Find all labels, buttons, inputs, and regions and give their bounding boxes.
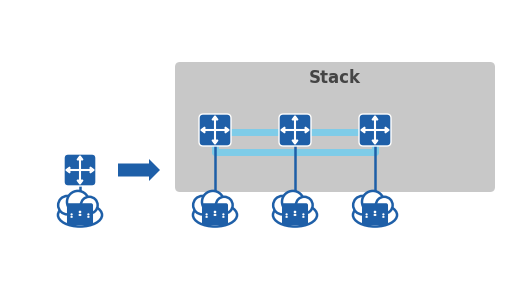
Circle shape [374, 211, 376, 213]
Ellipse shape [285, 216, 288, 218]
FancyBboxPatch shape [282, 203, 308, 225]
Ellipse shape [213, 214, 216, 216]
Ellipse shape [374, 214, 377, 216]
Polygon shape [201, 127, 205, 133]
Text: Stack: Stack [309, 69, 361, 87]
FancyBboxPatch shape [202, 203, 228, 225]
Polygon shape [361, 127, 365, 133]
Polygon shape [372, 140, 378, 144]
Circle shape [282, 191, 304, 213]
FancyBboxPatch shape [199, 114, 231, 146]
Circle shape [213, 211, 216, 213]
Circle shape [87, 213, 90, 216]
Polygon shape [281, 127, 285, 133]
Polygon shape [292, 140, 298, 144]
Circle shape [353, 196, 372, 214]
Circle shape [294, 211, 296, 213]
Circle shape [376, 197, 392, 214]
Ellipse shape [294, 214, 297, 216]
Ellipse shape [193, 203, 237, 227]
Circle shape [79, 211, 81, 213]
Ellipse shape [205, 216, 208, 218]
Polygon shape [77, 156, 83, 160]
Ellipse shape [58, 203, 102, 227]
Polygon shape [66, 167, 70, 173]
Circle shape [202, 191, 224, 213]
Ellipse shape [366, 216, 368, 218]
Circle shape [273, 196, 292, 214]
Ellipse shape [79, 214, 82, 216]
Ellipse shape [273, 203, 317, 227]
Circle shape [362, 191, 384, 213]
Ellipse shape [302, 216, 305, 218]
Polygon shape [292, 116, 298, 120]
Circle shape [193, 196, 211, 214]
Circle shape [70, 213, 73, 216]
Polygon shape [212, 116, 218, 120]
FancyArrow shape [118, 159, 160, 181]
Circle shape [216, 197, 233, 214]
Ellipse shape [382, 216, 385, 218]
Polygon shape [385, 127, 389, 133]
Circle shape [67, 191, 89, 213]
Circle shape [296, 197, 313, 214]
Circle shape [222, 213, 225, 216]
Ellipse shape [353, 203, 397, 227]
Polygon shape [372, 116, 378, 120]
FancyBboxPatch shape [175, 62, 495, 192]
FancyBboxPatch shape [362, 203, 388, 225]
Polygon shape [90, 167, 94, 173]
Circle shape [205, 213, 208, 216]
Polygon shape [212, 140, 218, 144]
Circle shape [285, 213, 287, 216]
FancyBboxPatch shape [279, 114, 311, 146]
Ellipse shape [70, 216, 73, 218]
Ellipse shape [222, 216, 225, 218]
Ellipse shape [87, 216, 90, 218]
Circle shape [81, 197, 98, 214]
FancyBboxPatch shape [67, 203, 93, 225]
Circle shape [58, 196, 77, 214]
FancyBboxPatch shape [64, 154, 96, 186]
Circle shape [366, 213, 368, 216]
Polygon shape [77, 180, 83, 184]
Circle shape [382, 213, 384, 216]
Circle shape [302, 213, 305, 216]
FancyBboxPatch shape [359, 114, 391, 146]
Polygon shape [225, 127, 229, 133]
Polygon shape [305, 127, 309, 133]
